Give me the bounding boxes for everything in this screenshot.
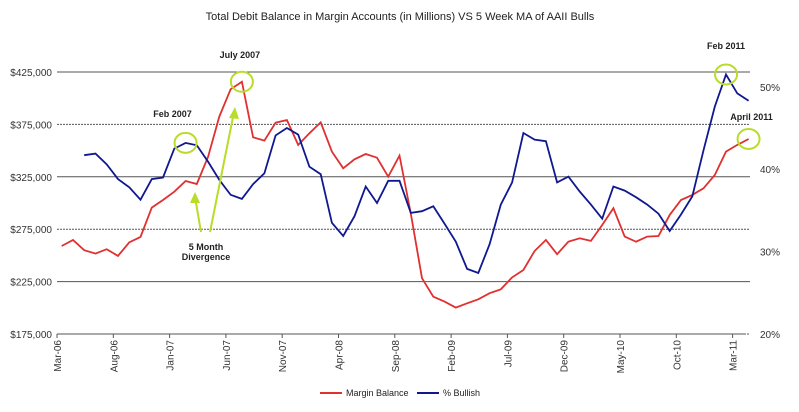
right-tick-label: 40%: [760, 165, 780, 176]
left-tick-label: $425,000: [10, 68, 52, 79]
highlight-circle: [229, 70, 254, 93]
annotation-label: 5 Month: [189, 242, 224, 252]
x-tick-label: Nov-07: [278, 340, 289, 373]
arrow-head: [190, 192, 200, 203]
x-tick-label: Jul-09: [503, 340, 514, 368]
series-line-margin-balance: [61, 80, 750, 309]
highlight-circle: [173, 131, 198, 154]
left-tick-label: $375,000: [10, 120, 52, 131]
x-tick-label: Jun-07: [222, 340, 233, 371]
left-tick-label: $275,000: [10, 225, 52, 236]
right-tick-label: 20%: [760, 330, 780, 341]
arrow: [209, 111, 235, 233]
chart-title: Total Debit Balance in Margin Accounts (…: [206, 11, 595, 23]
x-tick-label: Sep-08: [391, 340, 402, 373]
x-tick-label: Dec-09: [560, 340, 571, 373]
x-tick-label: Apr-08: [335, 340, 346, 370]
arrow-head: [229, 107, 239, 119]
highlight-circle: [714, 63, 739, 86]
x-tick-label: Jan-07: [166, 340, 177, 371]
highlight-circle: [736, 127, 761, 150]
annotation-label: Feb 2011: [707, 41, 745, 51]
x-tick-label: Oct-10: [672, 340, 683, 370]
legend: Margin Balance % Bullish: [320, 388, 480, 398]
legend-label-bullish: % Bullish: [443, 388, 480, 398]
left-tick-label: $175,000: [10, 330, 52, 341]
left-tick-label: $225,000: [10, 278, 52, 289]
series-line-bullish: [84, 72, 750, 275]
annotation-label: July 2007: [220, 50, 261, 60]
x-tick-label: Mar-11: [729, 340, 740, 371]
x-tick-label: May-10: [616, 340, 627, 374]
x-tick-label: Mar-06: [53, 340, 64, 372]
annotation-label: April 2011: [730, 112, 773, 122]
left-tick-label: $325,000: [10, 173, 52, 184]
legend-label-margin-balance: Margin Balance: [346, 388, 409, 398]
x-tick-label: Aug-06: [109, 340, 120, 373]
annotation-label: Divergence: [182, 252, 231, 262]
right-tick-label: 50%: [760, 83, 780, 94]
x-tick-label: Feb-09: [447, 340, 458, 372]
right-tick-label: 30%: [760, 248, 780, 259]
annotation-label: Feb 2007: [153, 109, 192, 119]
